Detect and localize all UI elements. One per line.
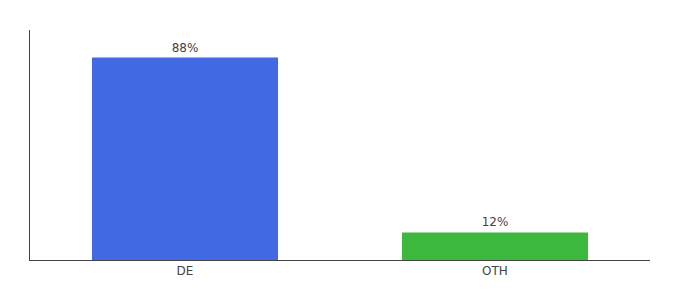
svg-text:12%: 12% bbox=[482, 215, 509, 229]
svg-text:OTH: OTH bbox=[482, 264, 508, 278]
svg-text:DE: DE bbox=[177, 264, 194, 278]
svg-text:88%: 88% bbox=[172, 41, 199, 55]
